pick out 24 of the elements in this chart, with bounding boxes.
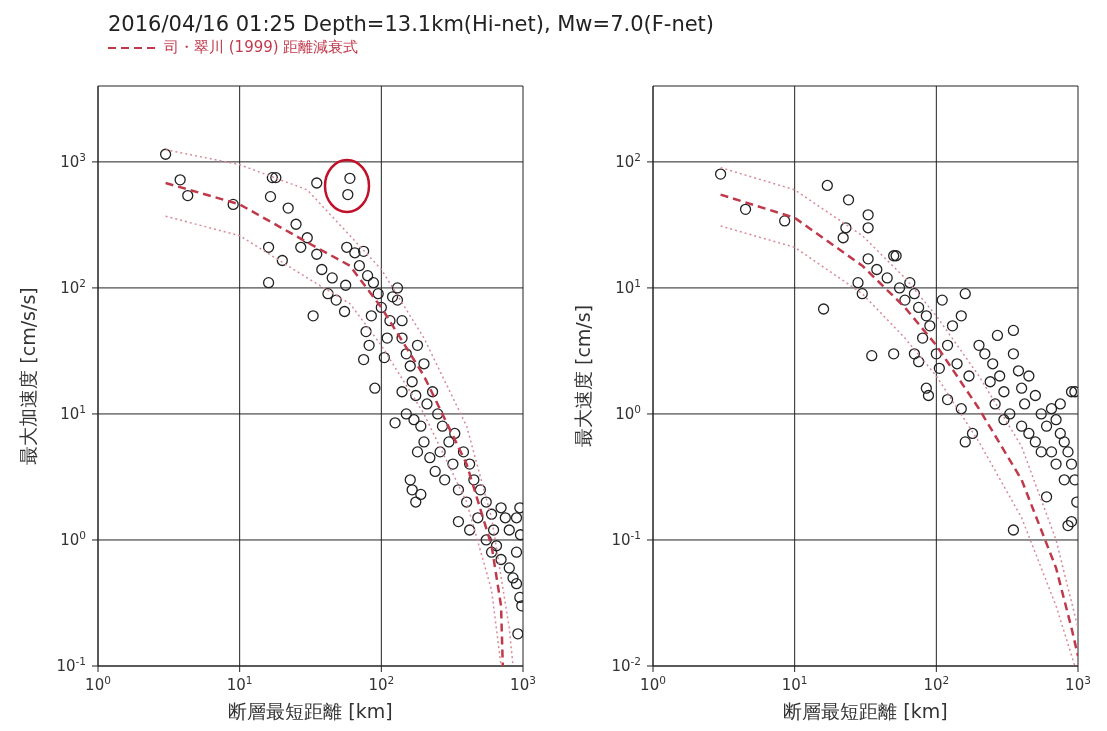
x-tick-label: 10$^{2}$ [368,674,395,694]
legend-label: 司・翠川 (1999) 距離減衰式 [163,38,359,57]
y-tick-label: 10$^{0}$ [60,528,86,549]
x-tick-label: 10$^{2}$ [923,674,950,694]
y-tick-label: 10$^{3}$ [60,150,86,171]
y-axis-title: 最大加速度 [cm/s/s] [16,287,39,465]
y-tick-label: 10$^{2}$ [60,276,86,297]
x-axis-title: 断層最短距離 [km] [783,700,948,722]
x-tick-label: 10$^{3}$ [1065,674,1091,694]
x-tick-label: 10$^{3}$ [510,674,536,694]
x-axis-title: 断層最短距離 [km] [228,700,393,722]
y-tick-label: 10$^{0}$ [615,402,641,423]
x-tick-label: 10$^{1}$ [781,674,808,694]
y-axis-title: 最大速度 [cm/s] [571,304,594,448]
y-tick-label: 10$^{1}$ [615,276,641,297]
y-tick-label: 10$^{-1}$ [56,655,86,675]
x-tick-label: 10$^{0}$ [85,674,111,694]
x-tick-label: 10$^{1}$ [226,674,253,694]
x-tick-label: 10$^{0}$ [640,674,666,694]
y-tick-label: 10$^{-1}$ [611,528,641,549]
chart-title: 2016/04/16 01:25 Depth=13.1km(Hi-net), Mw=7.0(F-net) [108,11,715,36]
y-tick-label: 10$^{-2}$ [611,655,641,675]
y-tick-label: 10$^{1}$ [60,402,86,423]
y-tick-label: 10$^{2}$ [615,150,641,171]
